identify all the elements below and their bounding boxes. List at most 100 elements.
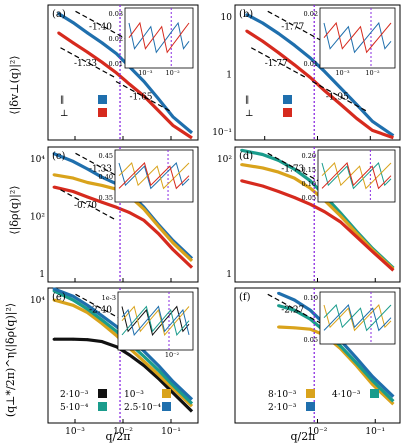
inset-series-f-2: [323, 304, 392, 332]
xlabel-left: q/2π: [106, 430, 131, 443]
inset-xtick-b-0: 10⁻³: [335, 69, 350, 77]
panel-label-d: (d): [239, 151, 253, 162]
series-point-c-0-0: [52, 152, 56, 156]
panel-label-f: (f): [239, 292, 251, 303]
inset-frame-c: [114, 149, 194, 203]
series-point-e-1-0: [52, 298, 56, 302]
slope-annotation-c-1: -0.70: [74, 201, 97, 211]
xlabel-right: q/2π: [291, 430, 316, 443]
ytick-label-b-0: 10: [221, 13, 233, 23]
series-line-d-2: [241, 179, 395, 272]
ytick-label-c-0: 10⁴: [30, 155, 45, 165]
fit-line-a-2: [115, 80, 172, 113]
inset-series-a-1: [128, 21, 190, 54]
inset-f: 0.10 0.05: [304, 291, 396, 345]
panel-f: (f) 10⁻² 10⁻¹ -2.270.10 0.05: [234, 287, 401, 437]
series-point-d-2-1: [261, 184, 265, 188]
series-point-c-0-3: [100, 175, 104, 179]
inset-ytick-b-1: 0.01: [304, 60, 318, 68]
slope-annotation-b-0: -1.77: [281, 22, 304, 32]
xtick-label-e-1: 10⁻²: [113, 427, 133, 437]
series-point-a-1-0: [57, 31, 61, 35]
inset-series-e-0: [121, 305, 190, 336]
series-point-c-2-3: [100, 200, 104, 204]
legend-label-f-1: 4·10⁻³: [332, 390, 361, 400]
ytick-label-b-2: 10⁻¹: [212, 128, 232, 138]
slope-annotation-a-1: -1.33: [74, 59, 97, 69]
fit-line-b-0: [267, 10, 324, 42]
series-point-a-1-2: [86, 50, 89, 54]
series-point-f-0-2: [308, 327, 312, 331]
series-point-e-3-0: [52, 287, 56, 291]
series-point-d-1-1: [261, 166, 265, 170]
inset-series-b-1: [323, 21, 392, 54]
series-point-d-2-2: [277, 190, 280, 193]
panel-a: (a) -1.40 -1.33 -1.65 0.03 0.02 0.01 10⁻³ 10⁻²: [47, 4, 199, 141]
legend-label-f-2: 2·10⁻³: [268, 403, 297, 413]
series-point-e-1-3: [100, 322, 104, 325]
slope-annotation-b-2: -1.95: [326, 93, 349, 103]
series-line-c-2: [53, 185, 194, 269]
series-line-a-1: [57, 31, 193, 140]
series-line-e-0: [54, 337, 194, 413]
panel-label-c: (c): [52, 151, 66, 162]
series-point-a-1-3: [100, 60, 104, 64]
slope-annotation-a-0: -1.40: [89, 22, 112, 32]
series-point-e-0-2: [86, 338, 89, 342]
series-point-b-1-1: [261, 39, 265, 43]
series-point-e-0-1: [71, 337, 75, 341]
series-point-c-2-0: [52, 185, 56, 189]
series-point-c-2-1: [71, 190, 75, 193]
legend-label-a-0: ∥: [60, 95, 64, 106]
fit-line-b-1: [250, 47, 307, 79]
inset-series-f-0: [323, 304, 392, 332]
ytick-label-c-2: 1: [39, 270, 45, 280]
series-point-d-1-0: [240, 163, 243, 167]
series-point-b-0-0: [245, 13, 249, 16]
series-point-f-2-2: [308, 308, 312, 312]
panel-e: (e) 10⁻³ 10⁻² 10⁻¹ 10⁴ -2.40 1e-3 10⁻²: [30, 287, 199, 437]
inset-ytick-b-0: 0.02: [304, 10, 318, 18]
legend-label-e-3: 2.5·10⁻⁴: [124, 403, 161, 413]
series-point-f-2-0: [277, 291, 280, 295]
inset-series-c-1: [118, 162, 190, 190]
ytick-label-d-1: 1: [226, 270, 232, 280]
panel-label-e: (e): [52, 292, 66, 303]
legend-swatch-f-2: [306, 402, 315, 411]
inset-xtick-b-1: 10⁻²: [365, 69, 380, 77]
ytick-label-d-0: 10²: [217, 155, 232, 165]
panel-b: (b) 10 1 10⁻¹ -1.77 -1.77 -1.95 0.02 0.01 10⁻³ 10⁻…: [212, 4, 401, 141]
inset-series-a-0: [128, 21, 190, 54]
fit-line-a-1: [60, 47, 116, 79]
fit-line-b-2: [312, 80, 368, 113]
inset-series-b-0: [323, 21, 392, 54]
series-point-e-0-0: [52, 337, 56, 341]
legend-swatch-f-1: [370, 389, 379, 398]
inset-ytick-c-1: 0.40: [99, 173, 113, 181]
inset-ytick-e-0: 1e-3: [102, 294, 116, 302]
series-point-e-2-2: [86, 307, 89, 311]
series-point-b-0-2: [277, 32, 280, 35]
series-point-a-0-2: [86, 31, 89, 35]
inset-ytick-a-1: 0.02: [109, 35, 123, 43]
inset-ytick-a-0: 0.03: [109, 10, 123, 18]
slope-annotation-d-0: -1.73: [281, 164, 304, 174]
series-point-a-0-3: [100, 41, 104, 45]
series-point-e-2-3: [100, 318, 104, 322]
legend-label-e-0: 2·10⁻³: [60, 390, 89, 400]
series-point-f-0-0: [277, 325, 280, 329]
inset-series-c-0: [118, 162, 190, 190]
series-line-d-1: [241, 163, 395, 271]
inset-ytick-d-0: 0.20: [302, 152, 316, 160]
panel-label-a: (a): [52, 9, 66, 20]
series-point-d-0-3: [292, 167, 296, 171]
xtick-label-e-0: 10⁻³: [65, 427, 85, 437]
series-point-d-1-3: [292, 176, 296, 180]
ytick-label-b-1: 1: [226, 71, 232, 81]
fit-line-f-0: [267, 293, 324, 325]
series-point-a-1-1: [71, 41, 75, 45]
legend-swatch-e-2: [98, 402, 107, 411]
series-point-d-0-2: [277, 159, 280, 162]
inset-frame-d: [317, 149, 396, 203]
